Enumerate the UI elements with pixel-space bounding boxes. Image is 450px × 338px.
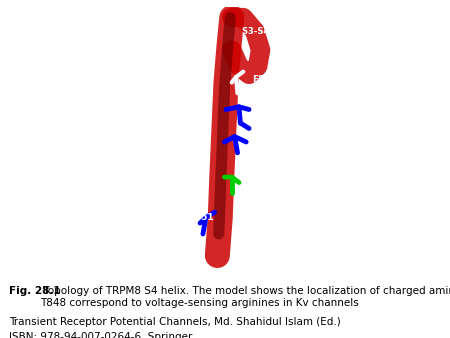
Text: R842: R842 bbox=[252, 108, 278, 117]
Text: Topology of TRPM8 S4 helix. The model shows the localization of charged amino ac: Topology of TRPM8 S4 helix. The model sh… bbox=[40, 286, 450, 308]
Text: ISBN: 978-94-007-0264-6, Springer: ISBN: 978-94-007-0264-6, Springer bbox=[9, 332, 193, 338]
Text: S4: S4 bbox=[163, 114, 191, 132]
Text: Fig. 28.1: Fig. 28.1 bbox=[9, 286, 61, 296]
Text: F839: F839 bbox=[252, 75, 277, 84]
Text: S3-S4 linker: S3-S4 linker bbox=[242, 27, 299, 35]
Text: H845: H845 bbox=[249, 140, 275, 149]
Text: T848: T848 bbox=[240, 178, 266, 187]
Text: R851: R851 bbox=[189, 213, 214, 222]
Text: Transient Receptor Potential Channels, Md. Shahidul Islam (Ed.): Transient Receptor Potential Channels, M… bbox=[9, 317, 341, 327]
